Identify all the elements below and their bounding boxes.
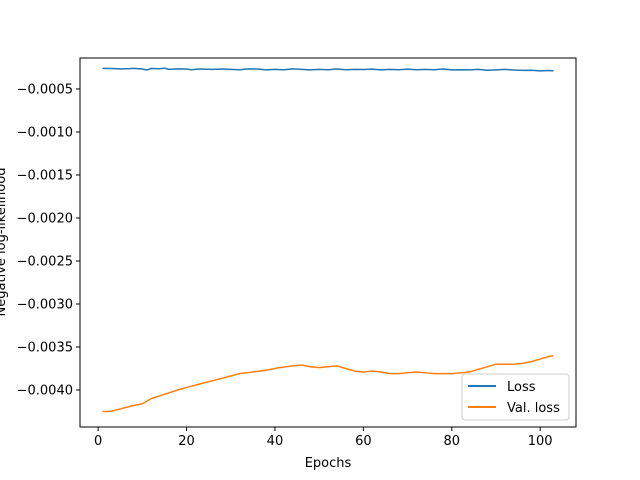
- y-tick-label: −0.0005: [17, 82, 73, 97]
- legend-label-val-loss: Val. loss: [507, 401, 560, 416]
- y-tick-label: −0.0025: [17, 254, 73, 269]
- x-tick-label: 40: [267, 434, 284, 449]
- y-tick-label: −0.0010: [17, 125, 73, 140]
- series-layer: [102, 67, 554, 413]
- series-line-loss: [102, 67, 554, 72]
- x-axis-label: Epochs: [305, 456, 352, 471]
- y-tick-label: −0.0030: [17, 298, 73, 313]
- x-tick-label: 60: [355, 434, 372, 449]
- plot-area: [79, 57, 577, 428]
- legend: Loss Val. loss: [461, 373, 570, 421]
- y-axis-label: Negative log-likelihood: [0, 168, 9, 317]
- x-tick-label: 20: [178, 434, 195, 449]
- y-tick-label: −0.0040: [17, 384, 73, 399]
- y-tick-label: −0.0020: [17, 211, 73, 226]
- series-line-val-loss: [102, 354, 554, 413]
- x-tick-label: 80: [444, 434, 461, 449]
- y-tick-label: −0.0015: [17, 168, 73, 183]
- axes-frame: [79, 57, 577, 428]
- y-axis-ticks: −0.0005 −0.0010 −0.0015 −0.0020 −0.0025 −0.00…: [17, 82, 80, 399]
- axes-background: [80, 58, 576, 427]
- x-tick-label: 100: [528, 434, 553, 449]
- y-tick-label: −0.0035: [17, 341, 73, 356]
- x-axis-ticks: 0 20 40 60 80 100: [94, 427, 553, 449]
- x-tick-label: 0: [94, 434, 102, 449]
- legend-label-loss: Loss: [507, 380, 536, 395]
